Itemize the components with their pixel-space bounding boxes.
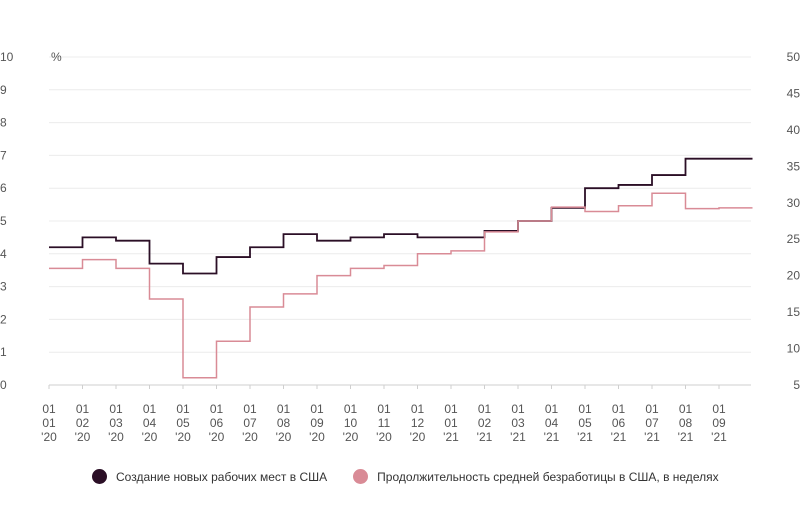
y-right-tick-label: 5 — [793, 378, 800, 392]
y-right-tick-label: 40 — [787, 123, 800, 137]
y-left-tick-label: 0 — [0, 378, 7, 392]
x-tick-label: 12 — [411, 416, 425, 430]
x-tick-label: '20 — [175, 430, 191, 444]
x-tick-label: '21 — [477, 430, 493, 444]
x-tick-label: 07 — [645, 416, 659, 430]
x-tick-label: 01 — [444, 402, 458, 416]
y-left-tick-label: 7 — [0, 148, 7, 162]
legend-label-unemployment: Продолжительность средней безработицы в … — [377, 469, 719, 484]
y-left-tick-label: 3 — [0, 280, 7, 294]
x-tick-label: 01 — [109, 402, 123, 416]
x-tick-label: '20 — [41, 430, 57, 444]
y-right-tick-label: 20 — [787, 269, 800, 283]
y-left-tick-label: 10 — [0, 50, 14, 64]
x-tick-label: '21 — [510, 430, 526, 444]
legend-swatch-jobs — [92, 469, 107, 484]
x-tick-label: '20 — [309, 430, 325, 444]
x-tick-label: 05 — [578, 416, 592, 430]
x-tick-label: 01 — [143, 402, 157, 416]
x-tick-label: '21 — [678, 430, 694, 444]
x-tick-label: '20 — [75, 430, 91, 444]
y-left-tick-label: 4 — [0, 247, 7, 261]
x-tick-label: 01 — [210, 402, 224, 416]
x-tick-label: '20 — [142, 430, 158, 444]
legend-swatch-unemployment — [353, 469, 369, 484]
x-tick-label: 01 — [277, 402, 291, 416]
x-tick-label: 04 — [143, 416, 157, 430]
x-tick-label: 08 — [277, 416, 291, 430]
x-tick-label: 08 — [679, 416, 693, 430]
y-right-tick-label: 10 — [787, 342, 800, 356]
x-tick-label: 01 — [310, 402, 324, 416]
y-right-tick-label: 35 — [787, 159, 800, 173]
x-tick-label: 07 — [243, 416, 257, 430]
x-tick-label: '21 — [644, 430, 660, 444]
x-tick-label: 11 — [378, 416, 391, 430]
x-tick-label: 01 — [612, 402, 626, 416]
x-tick-label: 01 — [578, 402, 592, 416]
legend-item-unemployment: Продолжительность средней безработицы в … — [353, 469, 719, 484]
x-tick-label: '20 — [410, 430, 426, 444]
x-tick-label: 09 — [310, 416, 324, 430]
x-tick-label: 01 — [679, 402, 693, 416]
y-left-tick-label: 1 — [0, 345, 7, 359]
x-tick-label: 10 — [344, 416, 358, 430]
x-tick-label: 01 — [377, 402, 391, 416]
x-tick-label: '20 — [276, 430, 292, 444]
legend-label-jobs: Создание новых рабочих мест в США — [116, 469, 328, 484]
x-tick-label: 02 — [76, 416, 90, 430]
x-tick-label: '21 — [443, 430, 459, 444]
legend-item-jobs: Создание новых рабочих мест в США — [92, 469, 327, 484]
y-right-tick-label: 25 — [787, 232, 800, 246]
y-left-tick-label: 5 — [0, 214, 7, 228]
x-tick-label: 06 — [210, 416, 224, 430]
x-tick-label: '20 — [209, 430, 225, 444]
x-tick-label: 01 — [545, 402, 559, 416]
x-tick-label: 09 — [712, 416, 726, 430]
x-tick-label: 03 — [109, 416, 123, 430]
x-tick-label: 01 — [411, 402, 425, 416]
x-tick-label: '20 — [376, 430, 392, 444]
x-tick-label: 01 — [76, 402, 90, 416]
x-tick-label: 01 — [243, 402, 257, 416]
series-line-unemployment — [49, 192, 753, 379]
x-tick-label: '21 — [711, 430, 727, 444]
y-right-tick-label: 30 — [787, 196, 800, 210]
x-tick-label: 01 — [511, 402, 525, 416]
y-left-tick-label: 8 — [0, 116, 7, 130]
series-layer — [49, 157, 753, 379]
x-tick-label: 01 — [444, 416, 458, 430]
x-tick-label: 02 — [478, 416, 492, 430]
x-tick-label: 04 — [545, 416, 559, 430]
x-tick-label: '20 — [343, 430, 359, 444]
x-tick-label: '21 — [577, 430, 593, 444]
x-tick-label: 01 — [42, 416, 56, 430]
y-left-tick-label: 2 — [0, 312, 7, 326]
x-tick-label: 01 — [645, 402, 659, 416]
x-tick-label: 01 — [712, 402, 726, 416]
x-tick-label: 06 — [612, 416, 626, 430]
x-tick-label: '20 — [108, 430, 124, 444]
x-tick-label: '20 — [242, 430, 258, 444]
x-tick-label: 01 — [478, 402, 492, 416]
x-tick-label: 05 — [176, 416, 190, 430]
x-tick-label: 01 — [42, 402, 56, 416]
y-right-tick-label: 50 — [787, 50, 800, 64]
y-left-tick-label: 9 — [0, 83, 7, 97]
y-right-tick-label: 15 — [787, 305, 800, 319]
series-line-jobs — [49, 157, 753, 275]
y-left-unit-label: % — [51, 50, 62, 64]
x-tick-label: 03 — [511, 416, 525, 430]
grid-layer — [49, 56, 751, 386]
x-tick-label: '21 — [544, 430, 560, 444]
legend: Создание новых рабочих мест в США Продол… — [92, 469, 745, 484]
x-tick-label: 01 — [176, 402, 190, 416]
y-right-tick-label: 45 — [787, 86, 800, 100]
y-left-tick-label: 6 — [0, 181, 7, 195]
x-tick-label: 01 — [344, 402, 358, 416]
x-tick-label: '21 — [611, 430, 627, 444]
